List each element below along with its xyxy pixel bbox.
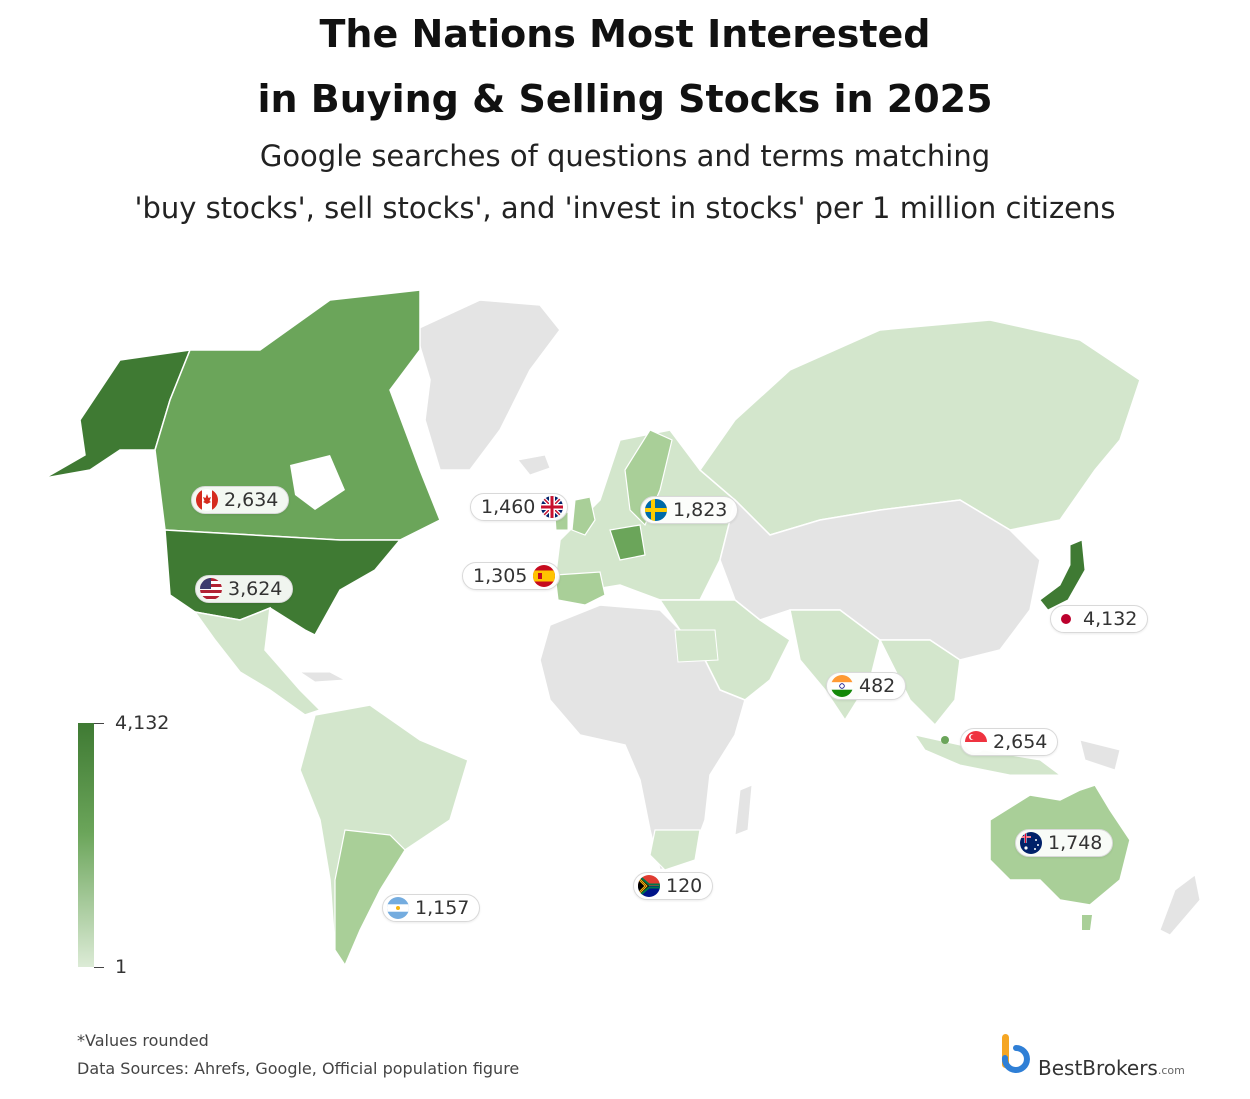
india-value: 482: [859, 675, 896, 697]
argentina-flag-icon: [387, 897, 409, 919]
new-zealand-region: [1159, 874, 1201, 936]
brand-domain: .com: [1157, 1064, 1185, 1077]
sweden-flag-icon: [645, 499, 667, 521]
uk-region: [571, 496, 596, 536]
argentina-value: 1,157: [415, 897, 470, 919]
japan-value: 4,132: [1083, 608, 1138, 630]
legend-color-bar: [78, 723, 94, 967]
australia-value: 1,748: [1048, 832, 1103, 854]
subtitle-line-1: Google searches of questions and terms m…: [259, 139, 991, 173]
legend-tick-min: [94, 967, 104, 968]
hudson-bay: [290, 455, 345, 510]
spain-region: [554, 571, 606, 606]
title-line-1: The Nations Most Interested: [319, 12, 931, 56]
greenland-region: [414, 299, 561, 471]
label-sweden: 1,823: [640, 496, 739, 524]
uk-flag-icon: [541, 496, 564, 518]
spain-value: 1,305: [473, 565, 528, 587]
label-uk: 1,460: [470, 493, 569, 521]
label-south-africa: 120: [633, 872, 714, 900]
russia-region: [698, 319, 1141, 536]
title-line-2: in Buying & Selling Stocks in 2025: [257, 77, 993, 121]
brand-name: BestBrokers: [1038, 1056, 1158, 1080]
legend-min-label: 1: [115, 956, 128, 978]
label-australia: 1,748: [1015, 829, 1114, 857]
egypt-region: [674, 629, 719, 663]
usa-flag-icon: [200, 578, 222, 600]
iceland-region: [517, 454, 551, 476]
south-africa-flag-icon: [638, 875, 660, 897]
label-spain: 1,305: [462, 562, 561, 590]
label-singapore: 2,654: [960, 728, 1059, 756]
sweden-region: [624, 429, 673, 527]
argentina-region: [334, 829, 406, 967]
subtitle-line-2: 'buy stocks', sell stocks', and 'invest …: [134, 191, 1116, 225]
label-canada: 2,634: [191, 486, 290, 514]
usa-value: 3,624: [228, 578, 283, 600]
tasmania-region: [1082, 915, 1092, 930]
legend-max-label: 4,132: [115, 712, 170, 734]
australia-flag-icon: [1020, 832, 1042, 854]
japan-flag-icon: [1055, 608, 1077, 630]
png-region: [1079, 739, 1121, 771]
india-flag-icon: [831, 675, 853, 697]
central-europe-region: [609, 524, 646, 561]
mexico-region: [193, 606, 322, 716]
south-africa-value: 120: [666, 875, 703, 897]
alaska-region: [44, 349, 192, 479]
canada-region: [154, 289, 441, 541]
brand-logo: BestBrokers .com: [1000, 1034, 1185, 1080]
singapore-region: [941, 736, 949, 744]
caribbean-region: [298, 671, 347, 683]
legend-tick-max: [94, 723, 104, 724]
label-india: 482: [826, 672, 907, 700]
label-argentina: 1,157: [382, 894, 481, 922]
japan-region: [1039, 539, 1086, 611]
spain-flag-icon: [533, 565, 556, 587]
uk-value: 1,460: [481, 496, 536, 518]
label-usa: 3,624: [195, 575, 294, 603]
bestbrokers-logo-icon: [1001, 1034, 1030, 1073]
singapore-flag-icon: [965, 731, 987, 753]
madagascar-region: [734, 784, 753, 836]
sweden-value: 1,823: [673, 499, 728, 521]
canada-value: 2,634: [224, 489, 279, 511]
footnote-rounded: *Values rounded: [77, 1031, 209, 1050]
singapore-value: 2,654: [993, 731, 1048, 753]
footnote-sources: Data Sources: Ahrefs, Google, Official p…: [77, 1059, 520, 1078]
label-japan: 4,132: [1050, 605, 1149, 633]
south-africa-region: [649, 829, 701, 871]
canada-flag-icon: [196, 489, 218, 511]
